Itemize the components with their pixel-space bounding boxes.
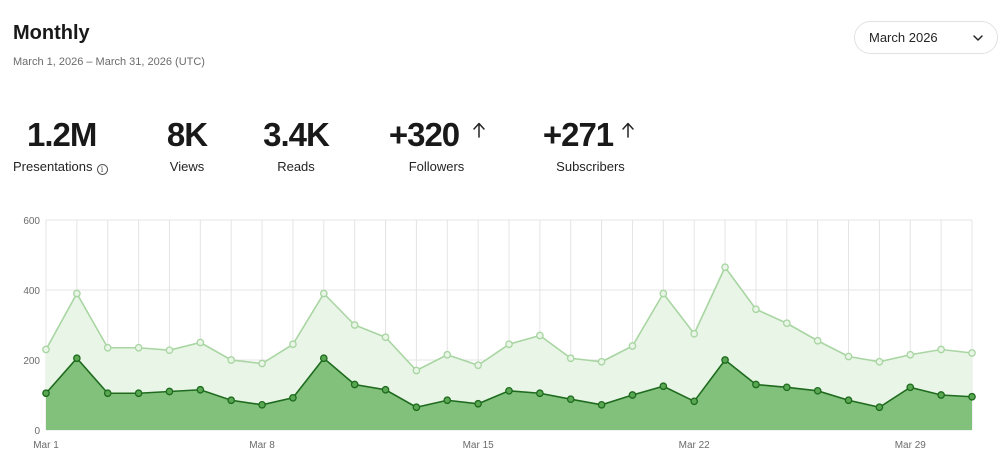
reads-data-point (813, 386, 822, 395)
views-data-point (875, 357, 884, 366)
reads-data-point (381, 385, 390, 394)
views-data-point (782, 319, 791, 328)
views-data-point (412, 366, 421, 375)
month-select-value: March 2026 (869, 30, 938, 45)
reads-data-point (628, 391, 637, 399)
views-data-point (165, 346, 174, 355)
stat-value: 8K (166, 116, 208, 153)
y-tick-label: 0 (34, 426, 40, 437)
stat-value: +320 (388, 116, 460, 153)
views-data-point (628, 342, 637, 350)
reads-data-point (566, 395, 575, 404)
reads-data-point (350, 380, 359, 389)
views-data-point (42, 345, 50, 354)
stat-label: Reads (277, 159, 315, 174)
stat-reads: 3.4K Reads (251, 116, 341, 174)
reads-data-point (659, 382, 668, 391)
reads-data-point (443, 396, 452, 405)
stat-views: 8K Views (146, 116, 228, 174)
month-select[interactable]: March 2026 (854, 21, 998, 54)
reads-data-point (536, 389, 544, 398)
reads-data-point (196, 385, 205, 394)
views-data-point (690, 329, 699, 338)
y-tick-label: 200 (23, 356, 40, 367)
reads-data-point (412, 403, 421, 412)
views-data-point (968, 349, 976, 357)
stat-presentations: 1.2M Presentations i (13, 116, 123, 175)
reads-data-point (690, 397, 699, 406)
reads-data-point (165, 387, 174, 396)
reads-data-point (103, 389, 112, 398)
views-data-point (73, 289, 81, 298)
views-data-point (227, 356, 236, 364)
reads-data-point (319, 354, 328, 363)
views-data-point (134, 343, 143, 352)
reads-data-point (42, 389, 50, 398)
reads-data-point (258, 400, 266, 409)
reads-data-point (752, 380, 760, 389)
views-data-point (350, 321, 359, 329)
reads-data-point (721, 356, 729, 364)
date-range: March 1, 2026 – March 31, 2026 (UTC) (13, 56, 205, 68)
reads-data-point (227, 396, 236, 405)
views-data-point (813, 336, 822, 345)
views-data-point (258, 359, 266, 368)
reads-data-point (289, 393, 297, 402)
arrow-up-icon (473, 122, 485, 138)
views-data-point (844, 352, 853, 361)
stat-subscribers: +271 Subscribers (538, 116, 643, 174)
reads-data-point (505, 386, 513, 395)
x-tick-label: Mar 8 (249, 440, 275, 451)
views-data-point (319, 289, 328, 298)
views-data-point (474, 361, 482, 370)
views-data-point (381, 333, 390, 342)
stat-value: 3.4K (263, 116, 330, 153)
x-tick-label: Mar 15 (463, 440, 495, 451)
y-tick-label: 400 (23, 286, 40, 297)
views-data-point (103, 343, 112, 352)
views-data-point (443, 350, 452, 359)
views-data-point (721, 263, 729, 272)
views-data-point (906, 350, 915, 359)
x-tick-label: Mar 29 (895, 440, 927, 451)
reads-data-point (844, 396, 853, 405)
views-data-point (752, 305, 760, 314)
info-icon[interactable]: i (96, 164, 108, 175)
stat-followers: +320 Followers (379, 116, 494, 174)
x-tick-label: Mar 1 (33, 440, 59, 451)
reads-data-point (968, 392, 976, 401)
reads-data-point (597, 400, 606, 409)
reads-data-point (73, 354, 81, 363)
y-tick-label: 600 (23, 216, 40, 227)
stat-label: Presentations (13, 159, 93, 174)
stat-value: 1.2M (27, 116, 97, 153)
reads-data-point (134, 389, 143, 398)
x-tick-label: Mar 22 (679, 440, 711, 451)
chevron-down-icon (973, 35, 983, 41)
views-data-point (196, 338, 205, 347)
views-data-point (937, 345, 945, 354)
activity-chart: 0 200 400 600 Mar 1 Mar 8 Mar 15 Mar 22 Mar 29 (23, 216, 976, 451)
stat-value: +271 (542, 116, 614, 153)
views-data-point (289, 340, 297, 349)
reads-data-point (875, 403, 884, 412)
reads-data-point (906, 383, 915, 392)
views-data-point (566, 354, 575, 363)
reads-data-point (937, 391, 945, 399)
page-title: Monthly (13, 22, 90, 44)
stat-label: Followers (408, 159, 465, 174)
reads-data-point (782, 383, 791, 392)
stat-label: Views (169, 159, 205, 174)
views-data-point (536, 331, 544, 340)
reads-data-point (474, 399, 482, 408)
views-data-point (659, 289, 668, 298)
views-data-point (505, 340, 513, 349)
stat-label: Subscribers (556, 159, 625, 174)
arrow-up-icon (622, 122, 634, 138)
views-data-point (597, 357, 606, 366)
